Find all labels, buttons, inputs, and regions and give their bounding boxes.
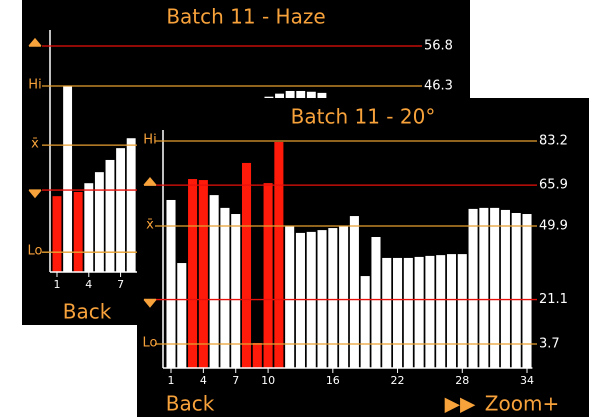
reference-label: x̄ bbox=[146, 218, 154, 233]
bar bbox=[188, 179, 198, 368]
reference-value: 83.2 bbox=[539, 133, 568, 148]
bar bbox=[274, 142, 284, 368]
bar bbox=[414, 256, 424, 368]
bar bbox=[328, 228, 338, 368]
bar bbox=[425, 255, 435, 368]
x-tick-label: 4 bbox=[85, 278, 92, 291]
bar bbox=[198, 180, 208, 368]
bar bbox=[252, 342, 262, 368]
bar bbox=[511, 212, 521, 368]
bar bbox=[490, 207, 500, 368]
reference-label: Hi bbox=[143, 132, 156, 147]
reference-label: Lo bbox=[143, 335, 158, 350]
bar bbox=[231, 214, 241, 368]
bar bbox=[241, 162, 252, 368]
bar bbox=[116, 148, 126, 272]
bar bbox=[220, 207, 230, 368]
bar bbox=[295, 232, 305, 368]
x-tick-label: 1 bbox=[53, 278, 60, 291]
control-limit-icon bbox=[28, 37, 42, 47]
bar bbox=[522, 214, 532, 368]
bar bbox=[468, 208, 478, 368]
bar bbox=[339, 226, 349, 368]
reference-value: 49.9 bbox=[539, 219, 568, 234]
control-limit-icon bbox=[143, 176, 157, 186]
bar bbox=[349, 216, 359, 368]
bar bbox=[126, 138, 136, 272]
softkey-button[interactable]: Back bbox=[166, 392, 215, 416]
bar bbox=[209, 195, 219, 368]
reference-value: 46.3 bbox=[424, 79, 453, 94]
bar bbox=[479, 207, 489, 368]
chart-title: Batch 11 - Haze bbox=[166, 5, 325, 29]
x-tick-label: 16 bbox=[326, 374, 340, 387]
x-tick-label: 22 bbox=[391, 374, 405, 387]
bar bbox=[94, 172, 104, 272]
bar bbox=[371, 236, 381, 368]
bar bbox=[500, 209, 510, 368]
x-tick-label: 34 bbox=[520, 374, 534, 387]
bar bbox=[382, 257, 392, 368]
reference-label: x̄ bbox=[31, 137, 39, 152]
bar bbox=[457, 254, 467, 368]
x-tick-label: 4 bbox=[200, 374, 207, 387]
bar bbox=[105, 159, 115, 272]
reference-value: 56.8 bbox=[424, 39, 453, 54]
bar bbox=[63, 86, 73, 272]
bar bbox=[73, 191, 83, 272]
x-tick-label: 28 bbox=[455, 374, 469, 387]
bar bbox=[52, 196, 62, 272]
bar bbox=[360, 276, 370, 368]
bar bbox=[177, 263, 187, 368]
x-tick-label: 10 bbox=[261, 374, 275, 387]
bar bbox=[285, 226, 295, 368]
reference-value: 3.7 bbox=[539, 336, 560, 351]
softkey-button[interactable]: ▶▶ bbox=[445, 392, 476, 416]
bar bbox=[436, 255, 446, 368]
reference-label: Hi bbox=[28, 78, 41, 93]
reference-label: Lo bbox=[28, 244, 43, 259]
x-tick-label: 1 bbox=[167, 374, 174, 387]
device-chart: Batch 11 - 20° 1 4 7 10 16 22 28 34 83.2 Hi 49.9 x̄ 3… bbox=[137, 98, 589, 417]
bar bbox=[166, 199, 176, 368]
x-tick-label: 7 bbox=[232, 374, 239, 387]
reference-value: 21.1 bbox=[539, 292, 568, 307]
x-tick-label: 7 bbox=[117, 278, 124, 291]
control-limit-icon bbox=[143, 298, 157, 308]
softkey-button[interactable]: Zoom+ bbox=[485, 392, 559, 416]
bar bbox=[263, 183, 273, 368]
bar bbox=[403, 257, 413, 368]
reference-value: 65.9 bbox=[539, 178, 568, 193]
control-limit-icon bbox=[28, 189, 42, 199]
bar bbox=[393, 257, 403, 368]
bar bbox=[84, 183, 94, 272]
softkey-button[interactable]: Back bbox=[63, 300, 112, 324]
bar bbox=[446, 254, 457, 368]
chart-title: Batch 11 - 20° bbox=[291, 105, 436, 129]
